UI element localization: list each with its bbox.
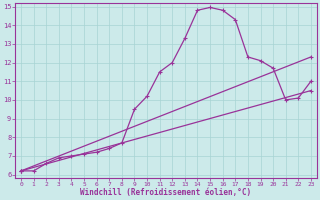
X-axis label: Windchill (Refroidissement éolien,°C): Windchill (Refroidissement éolien,°C) — [80, 188, 252, 197]
